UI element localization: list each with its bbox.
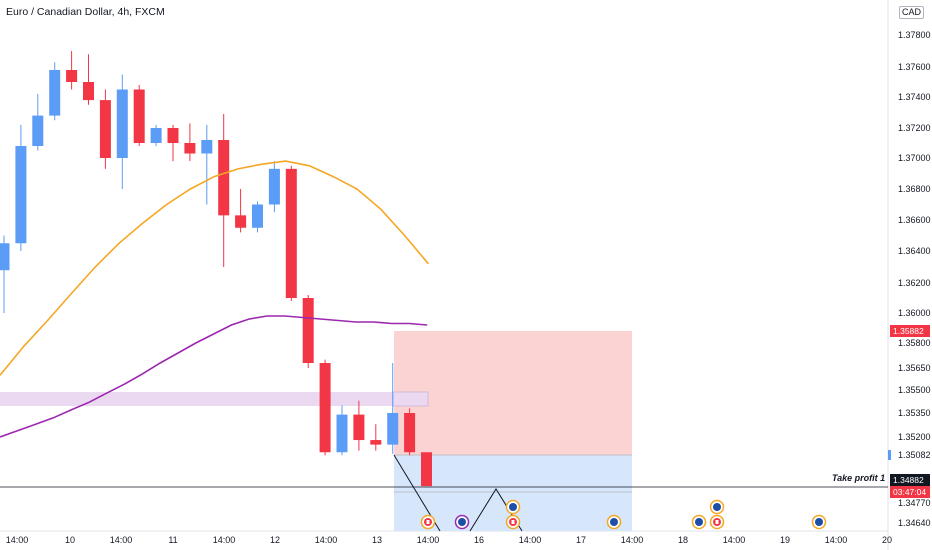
- eu-flag-icon: [610, 518, 618, 526]
- candle-body: [387, 413, 399, 445]
- price-tick-label: 1.37200: [898, 123, 931, 133]
- candle-body: [0, 243, 10, 271]
- candle-body: [336, 414, 348, 453]
- time-tick-label: 12: [270, 535, 280, 545]
- eu-flag-icon: [815, 518, 823, 526]
- price-tick-label: 1.34640: [898, 518, 931, 528]
- candle-body: [66, 70, 78, 82]
- ema-fast-line: [0, 160, 430, 376]
- time-tick-label: 16: [474, 535, 484, 545]
- flag-center: [426, 520, 430, 524]
- price-tick-label: 1.37600: [898, 62, 931, 72]
- time-tick-label: 14:00: [723, 535, 746, 545]
- eu-flag-icon: [695, 518, 703, 526]
- price-tick-label: 1.37400: [898, 92, 931, 102]
- time-tick-label: 10: [65, 535, 75, 545]
- price-tick-label: 1.36800: [898, 184, 931, 194]
- eu-flag-icon: [713, 503, 721, 511]
- candle-body: [184, 143, 196, 154]
- candle-body: [404, 413, 416, 453]
- stop-loss-zone: [394, 331, 632, 455]
- candle-body: [83, 82, 94, 101]
- candle-body: [99, 100, 111, 158]
- candle-body: [370, 440, 382, 445]
- price-tick-label: 1.37000: [898, 153, 931, 163]
- time-tick-label: 14:00: [417, 535, 440, 545]
- currency-badge[interactable]: CAD: [899, 6, 925, 19]
- price-tick-label: 1.35082: [898, 450, 931, 460]
- eu-flag-icon: [509, 503, 517, 511]
- time-tick-label: 17: [576, 535, 586, 545]
- time-tick-label: 14:00: [825, 535, 848, 545]
- price-tick-label: 1.36200: [898, 278, 931, 288]
- entry-axis-marker: [888, 450, 891, 460]
- price-tick-label: 1.35650: [898, 363, 931, 373]
- candle-body: [133, 89, 145, 143]
- candle-body: [218, 140, 230, 216]
- candle-body: [116, 89, 128, 158]
- price-tick-label: 1.35500: [898, 385, 931, 395]
- time-tick-label: 18: [678, 535, 688, 545]
- flag-center: [715, 520, 719, 524]
- price-tick-label: 1.35800: [898, 338, 931, 348]
- symbol-title[interactable]: Euro / Canadian Dollar, 4h, FXCM: [6, 6, 165, 18]
- candle-body: [421, 452, 432, 487]
- time-tick-label: 14:00: [519, 535, 542, 545]
- price-tick-label: 1.35350: [898, 408, 931, 418]
- candle-body: [201, 140, 213, 154]
- time-tick-label: 20: [882, 535, 892, 545]
- time-tick-label: 14:00: [621, 535, 644, 545]
- eu-flag-icon: [458, 518, 466, 526]
- resistance-band: [0, 392, 428, 406]
- time-tick-label: 14:00: [110, 535, 133, 545]
- candle-body: [285, 168, 297, 298]
- countdown-tag: 03:47:04: [890, 486, 930, 498]
- candle-body: [15, 146, 27, 244]
- candle-body: [252, 204, 263, 228]
- current-price-tag: 1.34882: [890, 474, 930, 486]
- candle-body: [268, 168, 280, 205]
- take-profit-label[interactable]: Take profit 1: [832, 473, 886, 483]
- candle-body: [235, 215, 247, 228]
- candle-body: [150, 128, 162, 143]
- candle-body: [167, 128, 179, 143]
- time-tick-label: 14:00: [6, 535, 29, 545]
- candle-body: [353, 414, 365, 441]
- price-tick-label: 1.35200: [898, 432, 931, 442]
- price-tick-label: 1.37800: [898, 30, 931, 40]
- ema-slow-line: [0, 315, 428, 438]
- flag-center: [511, 520, 515, 524]
- candle-body: [49, 70, 61, 116]
- price-tick-label: 1.36600: [898, 215, 931, 225]
- stop-price-tag: 1.35882: [890, 325, 930, 337]
- candle-body: [32, 115, 44, 146]
- candle-body: [302, 298, 314, 363]
- candle-body: [319, 363, 331, 453]
- time-tick-label: 14:00: [315, 535, 338, 545]
- time-tick-label: 19: [780, 535, 790, 545]
- price-tick-label: 1.36000: [898, 308, 931, 318]
- price-tick-label: 1.36400: [898, 246, 931, 256]
- time-tick-label: 13: [372, 535, 382, 545]
- price-tick-label: 1.34770: [898, 498, 931, 508]
- time-tick-label: 11: [168, 535, 177, 545]
- time-tick-label: 14:00: [213, 535, 236, 545]
